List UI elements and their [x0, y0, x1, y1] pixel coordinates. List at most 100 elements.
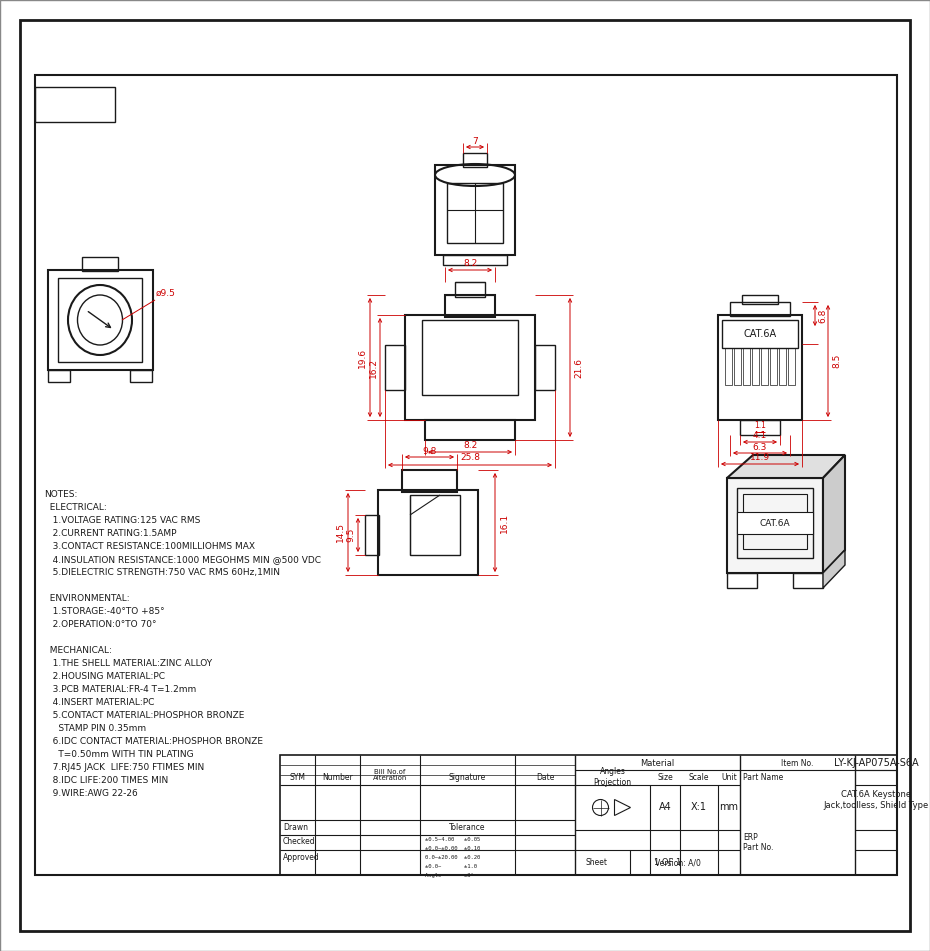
Text: 1.STORAGE:-40°TO +85°: 1.STORAGE:-40°TO +85°: [44, 607, 165, 616]
Text: A4: A4: [658, 803, 671, 812]
Text: 14.5: 14.5: [336, 522, 344, 542]
Text: 2.CURRENT RATING:1.5AMP: 2.CURRENT RATING:1.5AMP: [44, 529, 177, 538]
Bar: [737, 512, 813, 534]
Bar: [48, 270, 153, 370]
Polygon shape: [823, 455, 845, 573]
Text: 1.VOLTAGE RATING:125 VAC RMS: 1.VOLTAGE RATING:125 VAC RMS: [44, 516, 200, 525]
Bar: [761, 325, 768, 385]
Bar: [740, 420, 780, 435]
Text: 5.DIELECTRIC STRENGTH:750 VAC RMS 60Hz,1MIN: 5.DIELECTRIC STRENGTH:750 VAC RMS 60Hz,1…: [44, 568, 280, 577]
Text: 1 OF 1: 1 OF 1: [654, 858, 681, 867]
Bar: [722, 320, 798, 348]
Text: 16.2: 16.2: [368, 358, 378, 378]
Text: 7.RJ45 JACK  LIFE:750 FTIMES MIN: 7.RJ45 JACK LIFE:750 FTIMES MIN: [44, 763, 205, 772]
Bar: [725, 325, 732, 385]
Text: Angle       ±3°: Angle ±3°: [425, 873, 473, 878]
Bar: [727, 478, 823, 573]
Bar: [793, 573, 823, 588]
Bar: [788, 325, 795, 385]
Text: Tolerance: Tolerance: [449, 823, 485, 831]
Bar: [779, 325, 786, 385]
Text: NOTES:: NOTES:: [44, 490, 77, 499]
Text: 5.CONTACT MATERIAL:PHOSPHOR BRONZE: 5.CONTACT MATERIAL:PHOSPHOR BRONZE: [44, 711, 245, 720]
Text: 1.1: 1.1: [754, 421, 766, 430]
Bar: [422, 320, 518, 395]
Text: Material: Material: [641, 759, 674, 767]
Bar: [385, 345, 405, 390]
Text: 6.8: 6.8: [818, 308, 828, 322]
Text: ELECTRICAL:: ELECTRICAL:: [44, 503, 107, 512]
Text: 4.INSULATION RESISTANCE:1000 MEGOHMS MIN @500 VDC: 4.INSULATION RESISTANCE:1000 MEGOHMS MIN…: [44, 555, 321, 564]
Bar: [378, 490, 478, 575]
Text: 8.5: 8.5: [832, 354, 842, 368]
Text: 2.OPERATION:0°TO 70°: 2.OPERATION:0°TO 70°: [44, 620, 156, 629]
Text: 4.1: 4.1: [753, 432, 767, 440]
Bar: [35, 87, 115, 122]
Bar: [535, 345, 555, 390]
Bar: [365, 515, 379, 555]
Bar: [402, 470, 457, 492]
Bar: [405, 315, 535, 420]
Text: X:1: X:1: [691, 803, 707, 812]
Bar: [770, 325, 777, 385]
Text: MECHANICAL:: MECHANICAL:: [44, 646, 112, 655]
Text: 7: 7: [472, 137, 478, 146]
Text: CAT.6A: CAT.6A: [743, 329, 777, 339]
Text: ±0.5~4.00   ±0.05: ±0.5~4.00 ±0.05: [425, 837, 480, 842]
Text: CAT.6A Keystone
Jack,toolless, Shield Type: CAT.6A Keystone Jack,toolless, Shield Ty…: [823, 790, 929, 809]
Text: Scale: Scale: [689, 772, 710, 782]
Text: 21.6: 21.6: [575, 358, 583, 378]
Polygon shape: [727, 455, 845, 478]
Bar: [443, 255, 507, 265]
Text: Unit: Unit: [721, 772, 737, 782]
Text: 2.HOUSING MATERIAL:PC: 2.HOUSING MATERIAL:PC: [44, 672, 165, 681]
Bar: [280, 755, 897, 875]
Text: Version: A/0: Version: A/0: [655, 858, 701, 867]
Text: ERP: ERP: [743, 833, 758, 843]
Bar: [35, 75, 897, 875]
Text: STAMP PIN 0.35mm: STAMP PIN 0.35mm: [44, 724, 146, 733]
Bar: [48, 370, 70, 382]
Bar: [734, 325, 741, 385]
Text: 8.IDC LIFE:200 TIMES MIN: 8.IDC LIFE:200 TIMES MIN: [44, 776, 168, 785]
Text: mm: mm: [720, 803, 738, 812]
Text: Part No.: Part No.: [743, 844, 774, 852]
Text: T=0.50mm WITH TIN PLATING: T=0.50mm WITH TIN PLATING: [44, 750, 193, 759]
Bar: [130, 370, 152, 382]
Bar: [455, 282, 485, 297]
Text: ±0.0~±0.00  ±0.10: ±0.0~±0.00 ±0.10: [425, 846, 480, 851]
Text: 25.8: 25.8: [460, 454, 480, 462]
Text: 3.CONTACT RESISTANCE:100MILLIOHMS MAX: 3.CONTACT RESISTANCE:100MILLIOHMS MAX: [44, 542, 255, 551]
Text: 6.IDC CONTACT MATERIAL:PHOSPHOR BRONZE: 6.IDC CONTACT MATERIAL:PHOSPHOR BRONZE: [44, 737, 263, 746]
Bar: [435, 165, 515, 255]
Bar: [730, 302, 790, 316]
Text: Drawn: Drawn: [283, 823, 308, 831]
Text: Sheet: Sheet: [585, 858, 607, 867]
Text: 11.9: 11.9: [750, 454, 770, 462]
Text: ±0.0~       ±1.0: ±0.0~ ±1.0: [425, 864, 477, 869]
Text: Signature: Signature: [449, 772, 486, 782]
Text: ENVIRONMENTAL:: ENVIRONMENTAL:: [44, 594, 129, 603]
Text: Angles
Projection: Angles Projection: [593, 767, 631, 786]
Text: 9.8: 9.8: [422, 447, 437, 456]
Text: Bill No.of
Alteration: Bill No.of Alteration: [373, 768, 407, 782]
Bar: [727, 573, 757, 588]
Text: Item No.: Item No.: [781, 759, 814, 767]
Text: Size: Size: [658, 772, 673, 782]
Bar: [742, 295, 778, 304]
Bar: [743, 325, 750, 385]
Bar: [752, 325, 759, 385]
Text: 3.PCB MATERIAL:FR-4 T=1.2mm: 3.PCB MATERIAL:FR-4 T=1.2mm: [44, 685, 196, 694]
Text: 4.INSERT MATERIAL:PC: 4.INSERT MATERIAL:PC: [44, 698, 154, 707]
Bar: [410, 495, 460, 555]
Polygon shape: [823, 550, 845, 588]
Text: Checked: Checked: [283, 838, 315, 846]
Bar: [463, 153, 487, 167]
Text: Part Name: Part Name: [743, 773, 783, 783]
Text: 9.5: 9.5: [347, 528, 355, 542]
Text: Date: Date: [536, 772, 554, 782]
Bar: [718, 315, 802, 420]
Text: 0.0~±20.00  ±0.20: 0.0~±20.00 ±0.20: [425, 855, 480, 860]
Text: Approved: Approved: [283, 852, 320, 862]
Text: CAT.6A: CAT.6A: [760, 518, 790, 528]
